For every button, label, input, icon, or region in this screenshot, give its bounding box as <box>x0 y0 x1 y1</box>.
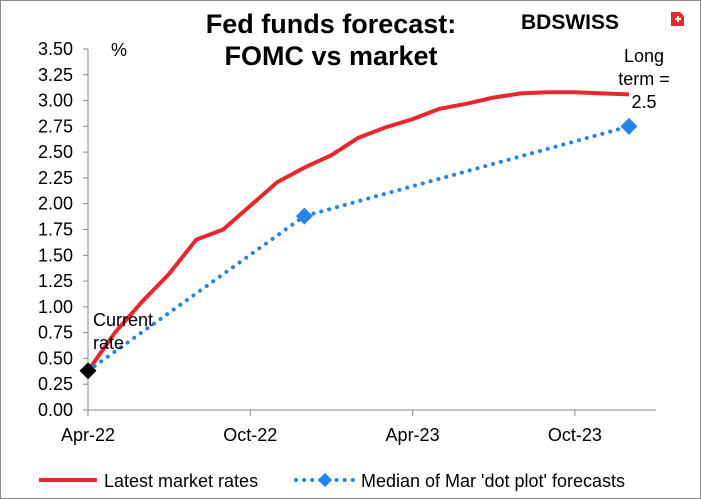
chart-title-line-2: FOMC vs market <box>224 41 437 71</box>
logo-swiss: SWISS <box>551 11 619 34</box>
logo-bd: BD <box>521 11 551 34</box>
chart-title-line-1: Fed funds forecast: <box>206 9 457 39</box>
y-tick-label: 2.75 <box>38 116 73 136</box>
legend-label-dotplot: Median of Mar 'dot plot' forecasts <box>361 471 625 491</box>
annotation-long-term-line-2: term = <box>618 69 670 89</box>
logo-text-bd: BDSWISS <box>521 11 619 34</box>
y-tick-label: 1.25 <box>38 271 73 291</box>
brand-logo: BDSWISS <box>521 11 684 34</box>
x-tick-label: Apr-23 <box>386 425 440 445</box>
y-tick-label: 3.25 <box>38 65 73 85</box>
series-line-market-rates <box>86 90 630 372</box>
series-layer <box>79 90 638 380</box>
x-axis: Apr-22 Oct-22 Apr-23 Oct-23 <box>61 409 656 445</box>
y-tick-label: 2.00 <box>38 194 73 214</box>
series-marker-dot-plot <box>295 207 313 225</box>
annotation-long-term-line-1: Long <box>624 46 664 66</box>
y-tick-label: 3.50 <box>38 39 73 59</box>
x-tick-label: Apr-22 <box>61 425 115 445</box>
y-tick-label: 0.25 <box>38 374 73 394</box>
y-axis: 0.00 0.25 0.50 0.75 1.00 1.25 1.50 1.75 2.00 2.25… <box>38 39 89 420</box>
annotation-current-rate-line-1: Current <box>93 310 153 330</box>
y-axis-unit-label: % <box>111 40 127 60</box>
y-tick-label: 2.25 <box>38 168 73 188</box>
x-tick-label: Oct-23 <box>548 425 602 445</box>
y-tick-label: 3.00 <box>38 91 73 111</box>
y-tick-label: 0.50 <box>38 348 73 368</box>
y-tick-label: 0.75 <box>38 323 73 343</box>
series-marker-dot-plot <box>620 117 638 135</box>
y-tick-label: 1.75 <box>38 220 73 240</box>
current-rate-marker <box>79 362 97 380</box>
annotation-current-rate-line-2: rate <box>93 333 124 353</box>
legend-label-market: Latest market rates <box>104 471 258 491</box>
logo-cross-icon <box>675 16 681 22</box>
y-tick-label: 0.00 <box>38 400 73 420</box>
legend: Latest market rates Median of Mar 'dot p… <box>39 471 625 491</box>
y-tick-label: 1.00 <box>38 297 73 317</box>
legend-marker-dotplot <box>317 472 333 488</box>
y-tick-label: 2.50 <box>38 142 73 162</box>
x-tick-label: Oct-22 <box>223 425 277 445</box>
annotation-long-term-line-3: 2.5 <box>631 92 656 112</box>
series-line-dot-plot <box>86 124 631 373</box>
y-tick-label: 1.50 <box>38 245 73 265</box>
